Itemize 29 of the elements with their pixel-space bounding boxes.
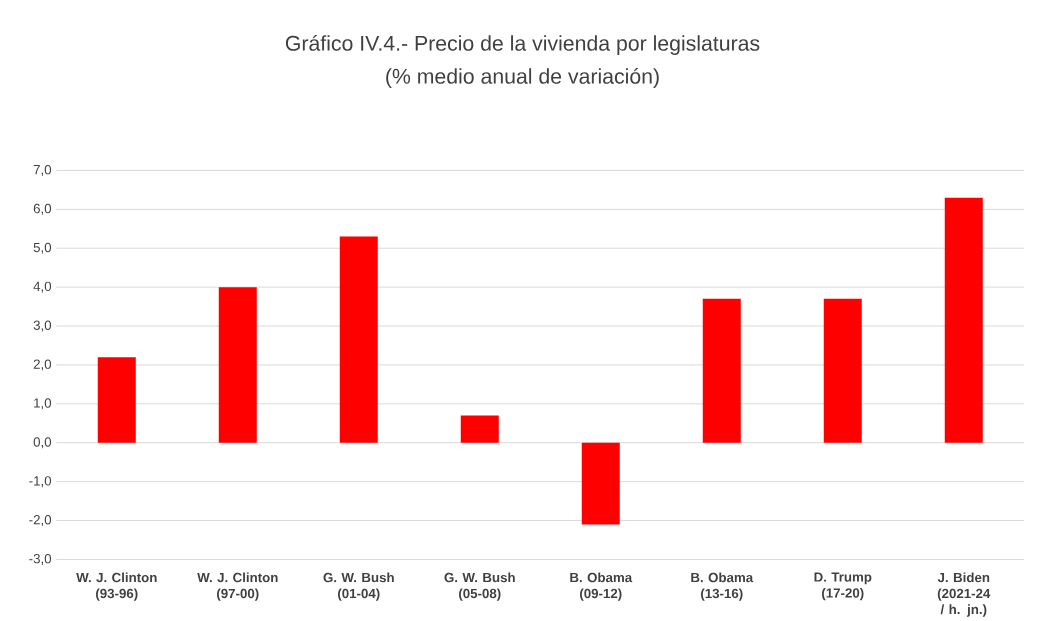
y-tick-label: -1,0 — [29, 476, 52, 488]
bar — [944, 197, 983, 443]
y-tick-label: 4,0 — [33, 281, 52, 293]
x-tick-label: B. Obama (13-16) — [691, 572, 754, 601]
y-tick-label: 5,0 — [33, 242, 52, 254]
y-tick-label: 0,0 — [33, 437, 52, 449]
x-tick-label: D. Trump (17-20) — [814, 572, 872, 601]
y-tick-label: -2,0 — [29, 514, 52, 526]
bar — [460, 415, 499, 443]
y-tick-label: 7,0 — [33, 164, 52, 176]
bar — [702, 298, 741, 443]
bar — [823, 298, 862, 443]
x-tick-label: G. W. Bush (05-08) — [444, 572, 515, 601]
chart-subtitle: (% medio anual de variación) — [386, 67, 659, 88]
bar — [581, 442, 620, 525]
x-tick-label: W. J. Clinton (93-96) — [76, 572, 157, 601]
y-tick-label: -3,0 — [29, 553, 52, 565]
x-tick-label: B. Obama (09-12) — [570, 572, 633, 601]
bar — [339, 236, 378, 443]
x-tick-label: W. J. Clinton (97-00) — [197, 572, 278, 601]
x-tick-label: J. Biden (2021-24 / h. jn.) — [937, 572, 991, 617]
y-tick-label: 2,0 — [33, 359, 52, 371]
y-tick-label: 6,0 — [33, 203, 52, 215]
bar — [218, 287, 257, 443]
chart-title: Gráfico IV.4.- Precio de la vivienda por legislaturas — [285, 34, 760, 55]
y-tick-label: 3,0 — [33, 320, 52, 332]
y-tick-label: 1,0 — [34, 398, 52, 410]
x-tick-label: G. W. Bush (01-04) — [323, 572, 394, 601]
bar — [97, 357, 136, 443]
